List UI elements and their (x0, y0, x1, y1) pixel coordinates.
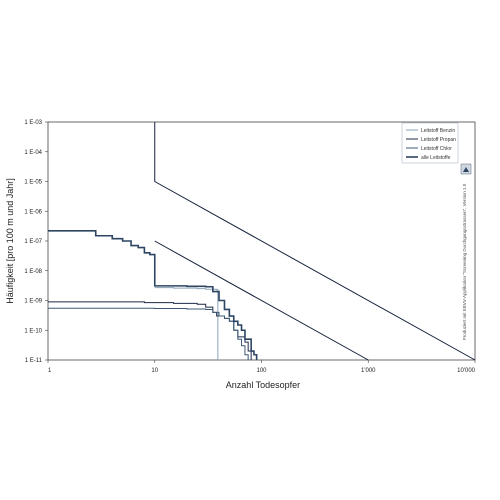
y-tick-label: 1 E-10 (24, 328, 42, 334)
legend-label: Leitstoff Chlor (421, 146, 452, 152)
x-tick-label: 10 (151, 368, 158, 374)
series-line-1 (154, 287, 219, 360)
legend-label: Leitstoff Benzin (421, 128, 455, 134)
series-line-3 (48, 307, 249, 360)
y-tick-label: 1 E-06 (24, 209, 42, 215)
x-tick-label: 1'000 (361, 368, 376, 374)
y-tick-label: 1 E-05 (24, 180, 42, 186)
legend-label: alle Leitstoffe (421, 155, 451, 161)
y-tick-label: 1 E-09 (24, 299, 42, 305)
side-note: Produziert mit EBVV-Applikation "Screeni… (462, 183, 467, 340)
x-tick-label: 10'000 (457, 368, 475, 374)
x-tick-label: 1 (48, 368, 52, 374)
y-tick-label: 1 E-07 (24, 239, 42, 245)
criteria-lines (154, 122, 476, 361)
x-axis-ticks: 1 10 100 1'000 10'000 (47, 360, 476, 374)
series-line-4 (48, 230, 258, 360)
x-tick-label: 100 (256, 368, 267, 374)
criteria-line-lower (154, 240, 369, 361)
y-tick-label: 1 E-08 (24, 269, 42, 275)
print-icon (460, 163, 472, 175)
legend: Leitstoff Benzin Leitstoff Propan Leitstof… (401, 122, 459, 164)
y-axis-title: Häufigkeit [pro 100 m und Jahr] (5, 178, 15, 304)
x-axis-title: Anzahl Todesopfer (226, 380, 300, 390)
y-tick-label: 1 E-11 (25, 358, 43, 364)
y-tick-label: 1 E-03 (24, 120, 42, 126)
series-lines (48, 230, 258, 360)
criteria-line-upper (154, 122, 476, 361)
legend-label: Leitstoff Propan (421, 137, 456, 143)
y-axis-ticks: 1 E-03 1 E-04 1 E-05 1 E-06 1 E-07 1 E-08 1 E-… (24, 120, 48, 364)
y-tick-label: 1 E-04 (24, 150, 42, 156)
